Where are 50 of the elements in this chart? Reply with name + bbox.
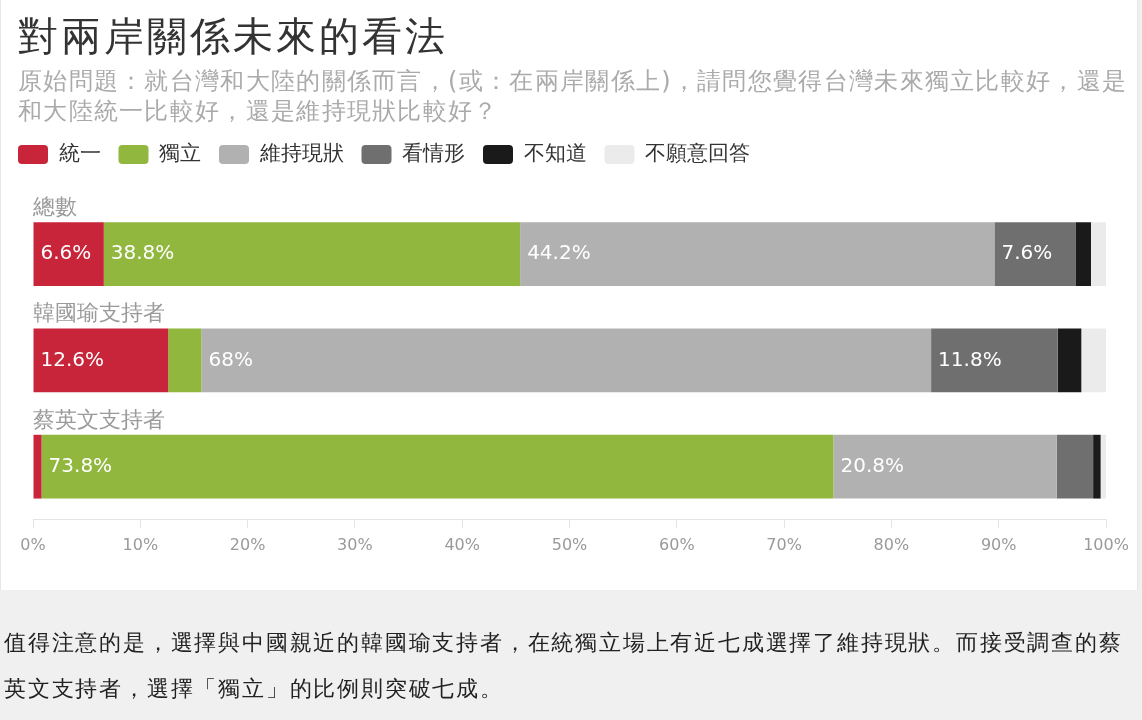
x-tick-label: 40% — [444, 534, 480, 554]
bar — [994, 222, 1076, 287]
bar — [1090, 222, 1106, 287]
bar — [1057, 328, 1082, 393]
bar — [931, 328, 1058, 393]
y-tick-label: 總數 — [32, 193, 77, 219]
bar — [1075, 222, 1091, 287]
bar — [33, 222, 104, 287]
legend-label: 獨立 — [159, 140, 201, 165]
legend-label: 維持現狀 — [258, 140, 344, 165]
x-tick-label: 90% — [980, 534, 1017, 554]
data-label: 7.6% — [1001, 240, 1053, 265]
x-tick-label: 80% — [873, 534, 910, 554]
data-label: 44.2% — [527, 240, 591, 265]
data-label: 6.6% — [40, 240, 92, 265]
bar — [41, 434, 834, 499]
bar — [1100, 434, 1106, 499]
x-tick-label: 70% — [766, 534, 802, 554]
data-label: 38.8% — [110, 240, 175, 265]
x-tick-label: 100% — [1083, 534, 1129, 554]
bar — [168, 328, 202, 393]
legend-label: 不願意回答 — [645, 140, 750, 165]
legend-label: 看情形 — [402, 140, 465, 165]
bar — [520, 222, 995, 287]
bar — [833, 434, 1057, 499]
bar — [1081, 328, 1106, 393]
legend-label: 不知道 — [523, 140, 587, 165]
data-label: 11.8% — [938, 346, 1002, 371]
y-tick-label: 蔡英文支持者 — [33, 406, 165, 432]
data-label: 73.8% — [48, 452, 113, 477]
bar — [33, 328, 169, 393]
data-label: 68% — [208, 346, 253, 371]
x-tick-label: 0% — [20, 534, 46, 554]
bar — [103, 222, 521, 287]
y-tick-label: 韓國瑜支持者 — [33, 300, 165, 326]
chart-title: 對兩岸關係未來的看法 — [18, 12, 448, 60]
x-tick-label: 10% — [122, 534, 159, 554]
bar — [201, 328, 932, 393]
x-tick-label: 50% — [551, 534, 588, 554]
data-label: 12.6% — [40, 346, 105, 371]
bar — [33, 434, 42, 499]
bar — [1056, 434, 1094, 499]
text: 值得注意的是，選擇與中國親近的韓國瑜支持者，在統獨立場上有近七成選擇了維持現狀。而接受調查的蔡英文支持者，選擇「獨立」的比例則突破七成。 — [4, 629, 1124, 703]
x-tick-label: 60% — [659, 534, 695, 554]
x-tick-label: 30% — [337, 534, 373, 554]
data-label: 20.8% — [840, 452, 904, 477]
bar — [1093, 434, 1101, 499]
chart-subtitle: 原始問題：就台灣和大陸的關係而言，(或：在兩岸關係上)，請問您覺得台灣未來獨立比較好，還是和大陸統一比較好，還是維持現狀比較好？ — [18, 66, 1129, 126]
legend-label: 統一 — [58, 140, 101, 165]
x-tick-label: 20% — [229, 534, 266, 554]
